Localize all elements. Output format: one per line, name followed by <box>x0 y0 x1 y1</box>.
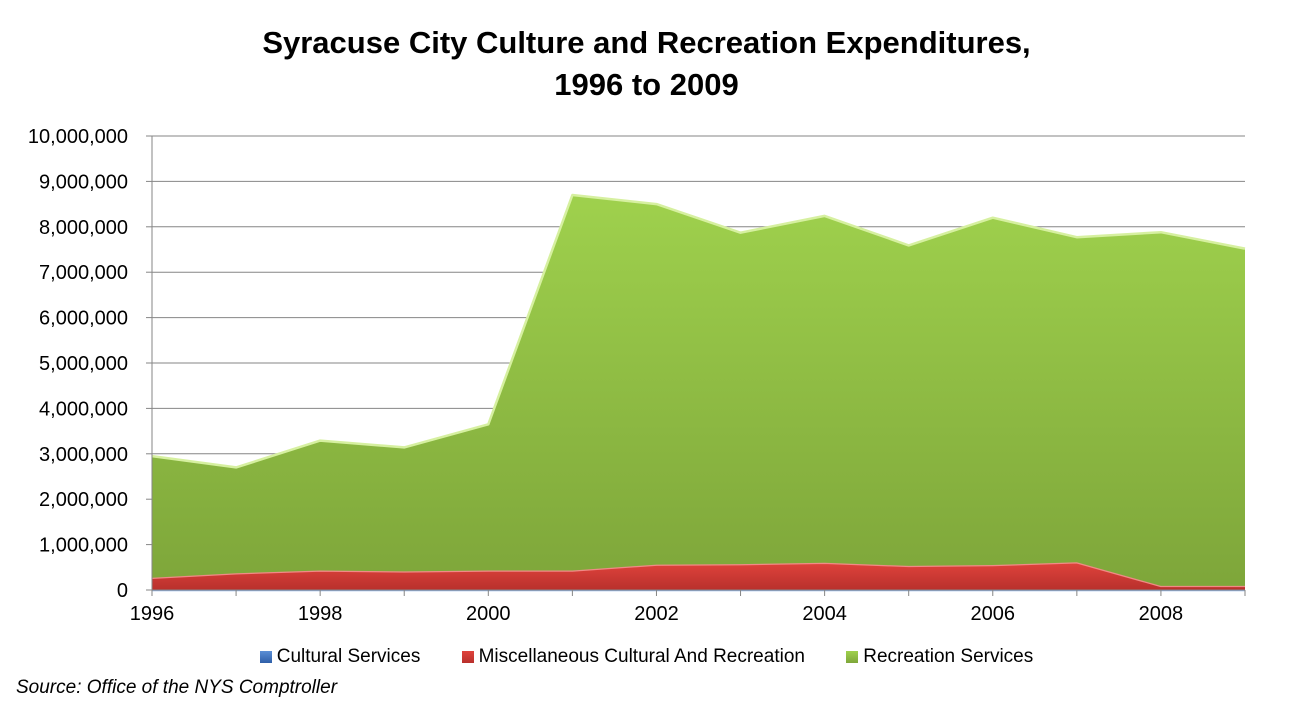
chart-title-line-2: 1996 to 2009 <box>554 67 739 102</box>
y-tick-label: 3,000,000 <box>39 444 128 466</box>
area-series <box>151 193 1246 592</box>
legend-swatch-recreation-services <box>846 651 859 663</box>
area-misc-cultural-recreation <box>152 562 1245 590</box>
x-tick-label: 1996 <box>130 603 175 625</box>
y-tick-label: 7,000,000 <box>39 262 128 284</box>
x-tick-label: 2000 <box>466 603 511 625</box>
y-tick-label: 9,000,000 <box>39 171 128 193</box>
legend-item-cultural-services: Cultural Services <box>259 646 421 668</box>
legend-swatch-misc-cultural-recreation <box>461 651 474 663</box>
y-tick-label: 6,000,000 <box>39 308 128 330</box>
legend-item-misc-cultural-recreation: Miscellaneous Cultural And Recreation <box>461 646 805 668</box>
area-recreation-services <box>152 195 1245 586</box>
chart-title-line-1: Syracuse City Culture and Recreation Exp… <box>262 25 1031 60</box>
y-tick-label: 10,000,000 <box>28 126 128 148</box>
chart-title: Syracuse City Culture and Recreation Exp… <box>0 22 1293 106</box>
legend-label-recreation-services: Recreation Services <box>863 646 1034 667</box>
legend-item-recreation-services: Recreation Services <box>846 646 1033 668</box>
legend-swatch-cultural-services <box>259 651 272 663</box>
x-tick-label: 2006 <box>971 603 1016 625</box>
axes: 0 1,000,000 2,000,000 3,000,000 4,000,000 5,0… <box>28 126 1246 625</box>
y-tick-label: 1,000,000 <box>39 535 128 557</box>
legend-label-cultural-services: Cultural Services <box>276 646 421 667</box>
legend: Cultural Services Miscellaneous Cultural… <box>0 646 1293 669</box>
legend-label-misc-cultural-recreation: Miscellaneous Cultural And Recreation <box>478 646 805 667</box>
x-tick-label: 2004 <box>802 603 847 625</box>
y-tick-label: 0 <box>117 580 128 602</box>
y-tick-label: 5,000,000 <box>39 353 128 375</box>
area-recreation-services-edge <box>151 193 1246 469</box>
source-note: Source: Office of the NYS Comptroller <box>16 677 338 698</box>
x-tick-label: 2008 <box>1139 603 1184 625</box>
y-tick-label: 8,000,000 <box>39 217 128 239</box>
x-tick-label: 2002 <box>634 603 679 625</box>
x-tick-label: 1998 <box>298 603 343 625</box>
y-tick-label: 4,000,000 <box>39 398 128 420</box>
y-tick-label: 2,000,000 <box>39 489 128 511</box>
